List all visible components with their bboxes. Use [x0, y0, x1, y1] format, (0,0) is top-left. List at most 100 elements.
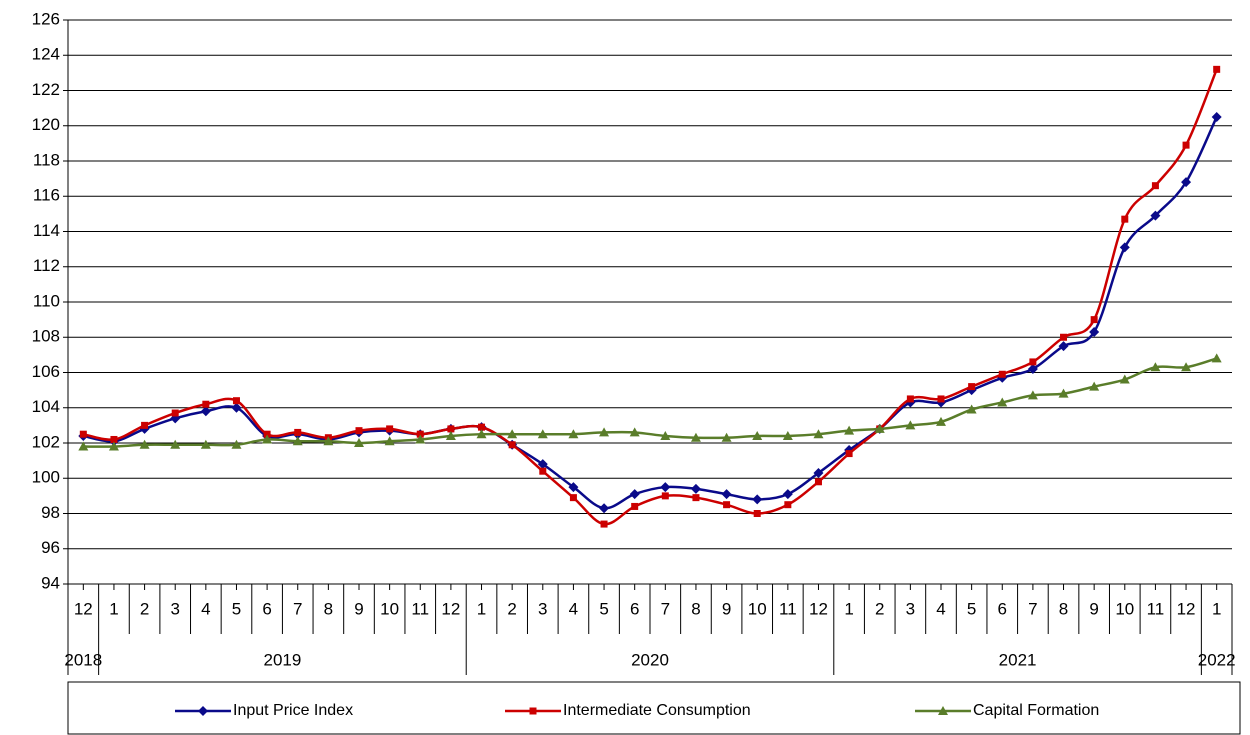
y-tick-label: 126 [32, 9, 60, 28]
series-line [83, 357, 1218, 448]
legend-box [67, 681, 1241, 735]
x-tick-label: 6 [630, 599, 639, 618]
marker [814, 478, 822, 486]
marker [813, 467, 824, 478]
y-tick-label: 98 [41, 503, 60, 522]
marker [631, 502, 639, 510]
marker [108, 441, 119, 451]
marker [141, 421, 149, 429]
marker [968, 383, 976, 391]
marker [79, 430, 87, 438]
y-tick-label: 124 [32, 45, 60, 64]
marker [1213, 65, 1221, 73]
x-tick-label: 10 [380, 599, 399, 618]
x-tick-label: 11 [779, 599, 797, 618]
marker [753, 510, 761, 517]
marker [1121, 215, 1129, 223]
marker [844, 425, 855, 435]
marker [200, 439, 211, 449]
marker [139, 439, 150, 449]
series-line [83, 116, 1218, 510]
marker [262, 434, 273, 444]
x-tick-label: 3 [538, 599, 547, 618]
year-label: 2019 [264, 650, 302, 669]
series-line [83, 68, 1218, 526]
marker [692, 494, 700, 502]
marker [690, 483, 701, 494]
x-tick-label: 12 [1177, 599, 1196, 618]
marker [1150, 210, 1161, 221]
marker [721, 489, 732, 500]
year-label: 2018 [64, 650, 102, 669]
y-tick-label: 116 [33, 186, 60, 205]
x-tick-label: 4 [936, 599, 945, 618]
x-tick-label: 7 [293, 599, 302, 618]
marker [1182, 141, 1190, 149]
x-tick-label: 7 [1028, 599, 1037, 618]
marker [845, 450, 853, 458]
x-tick-label: 6 [262, 599, 271, 618]
marker [1150, 362, 1161, 372]
marker [263, 430, 271, 438]
marker [782, 489, 793, 500]
marker [445, 430, 456, 440]
x-tick-label: 9 [1089, 599, 1098, 618]
legend-label: Input Price Index [233, 702, 353, 719]
marker [629, 489, 640, 500]
marker [1119, 242, 1130, 253]
marker [231, 402, 242, 413]
marker [752, 494, 763, 505]
x-tick-label: 3 [170, 599, 179, 618]
marker [478, 423, 486, 431]
marker [170, 439, 181, 449]
y-tick-label: 94 [41, 573, 60, 592]
x-tick-label: 2 [875, 599, 884, 618]
x-tick-label: 12 [74, 599, 93, 618]
marker [354, 438, 364, 447]
marker [508, 441, 516, 449]
marker [905, 420, 916, 430]
marker [537, 459, 548, 470]
marker [355, 427, 363, 435]
legend: Input Price Index Intermediate Consumptio… [175, 702, 1099, 719]
marker [1089, 381, 1100, 391]
marker [723, 501, 731, 509]
x-tick-label: 1 [844, 599, 853, 618]
x-tick-label: 5 [967, 599, 976, 618]
y-tick-label: 112 [33, 256, 60, 275]
x-tick-label: 9 [354, 599, 363, 618]
marker [232, 397, 240, 405]
marker [539, 467, 547, 475]
y-tick-label: 118 [33, 150, 60, 169]
marker [416, 430, 424, 438]
x-tick-label: 12 [809, 599, 828, 618]
marker [569, 494, 577, 502]
marker [752, 430, 763, 440]
marker [1151, 182, 1159, 190]
x-tick-label: 8 [691, 599, 700, 618]
marker [599, 427, 610, 437]
marker [171, 409, 179, 417]
marker [813, 429, 824, 439]
marker [936, 416, 946, 426]
marker [599, 503, 610, 514]
x-tick-label: 8 [1059, 599, 1068, 618]
legend-label: Capital Formation [973, 702, 1099, 719]
y-tick-label: 104 [32, 397, 60, 416]
year-label: 2021 [999, 650, 1037, 669]
marker [292, 436, 303, 446]
marker [782, 430, 793, 440]
marker [784, 501, 792, 509]
marker [202, 400, 210, 408]
marker [1027, 363, 1038, 374]
y-tick-label: 96 [41, 538, 60, 557]
y-tick-label: 106 [32, 362, 60, 381]
marker [1058, 388, 1069, 398]
marker [997, 397, 1008, 407]
marker [568, 429, 579, 439]
x-tick-label: 9 [722, 599, 731, 618]
x-tick-label: 2 [140, 599, 149, 618]
x-tick-label: 4 [569, 599, 578, 618]
marker [938, 706, 948, 715]
